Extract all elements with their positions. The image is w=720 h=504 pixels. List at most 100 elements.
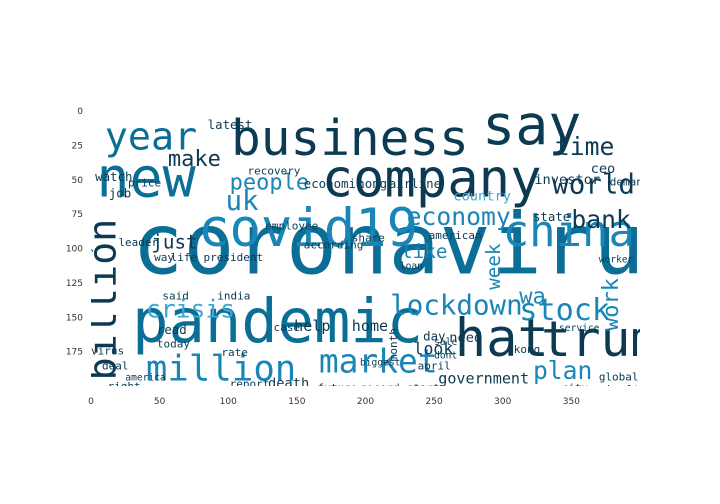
word-life: life — [171, 251, 198, 264]
y-tick-label: 75 — [72, 210, 83, 220]
word-virus: virus — [91, 344, 124, 357]
x-tick-label: 250 — [426, 397, 443, 407]
word-hong: hong — [357, 176, 387, 191]
word-sale: sale — [434, 337, 457, 348]
word-deal: deal — [102, 360, 129, 373]
word-leader: leader — [118, 236, 158, 249]
word-way: way — [154, 251, 174, 264]
word-investor: investor — [534, 172, 600, 188]
word-watch: watch — [95, 169, 132, 184]
word-work: work — [599, 278, 624, 331]
word-make: make — [168, 147, 221, 172]
word-president: president — [204, 251, 264, 264]
word-india: india — [217, 289, 250, 302]
word-latest: latest — [208, 117, 253, 132]
word-according: according — [304, 239, 364, 252]
word-help: help — [294, 317, 330, 335]
word-billion: billion — [81, 219, 126, 381]
y-tick-label: 50 — [72, 176, 84, 186]
x-axis-ticks: 0 50 100 150 200 250 300 350 — [88, 397, 580, 407]
word-say: say — [482, 93, 581, 157]
word-home: home — [352, 317, 388, 335]
word-service: service — [559, 323, 600, 334]
word-bank: bank — [571, 205, 631, 234]
x-tick-label: 200 — [357, 397, 374, 407]
word-uk: uk — [226, 185, 260, 217]
word-future: future — [317, 382, 357, 395]
word-report: report — [230, 377, 270, 390]
word-biggest: biggest — [360, 357, 400, 368]
word-american: american — [429, 229, 482, 242]
y-axis-ticks: 0 25 50 75 100 125 150 175 — [66, 107, 83, 358]
word-country: country — [453, 188, 511, 204]
word-covid19: covid19 — [198, 199, 418, 259]
word-today: today — [157, 338, 190, 351]
word-state: state — [533, 209, 570, 224]
word-china: china — [503, 206, 635, 257]
word-stock: stock — [519, 293, 610, 328]
word-right: right — [107, 380, 140, 393]
word-rate: rate — [221, 346, 248, 359]
word-april: april — [418, 360, 451, 373]
word-share: share — [352, 232, 385, 245]
word-america: america — [125, 373, 165, 384]
word-worker: worker — [599, 254, 634, 265]
x-tick-label: 350 — [563, 397, 580, 407]
word-start: start — [407, 382, 440, 395]
word-million: million — [146, 349, 296, 390]
y-tick-label: 150 — [66, 313, 83, 323]
word-day: day — [423, 329, 445, 344]
word-recovery: recovery — [247, 164, 300, 177]
y-tick-label: 0 — [77, 107, 83, 117]
word-dont: dont — [434, 351, 457, 362]
y-tick-label: 100 — [66, 245, 83, 255]
word-year: year — [105, 115, 197, 160]
word-time: time — [555, 132, 614, 161]
x-tick-label: 300 — [494, 397, 511, 407]
word-people: people — [230, 170, 309, 195]
word-record: record — [360, 382, 400, 395]
word-pandemic: pandemic — [132, 287, 423, 357]
word-price: price — [128, 177, 161, 190]
word-government: government — [438, 369, 529, 387]
word-global: global — [599, 371, 639, 384]
word-kong: kong — [514, 343, 541, 356]
word-airline: airline — [389, 176, 441, 191]
word-like: like — [401, 240, 447, 263]
word-wa: wa — [519, 285, 546, 310]
word-week: week — [482, 243, 505, 290]
x-tick-label: 50 — [154, 397, 166, 407]
y-tick-label: 175 — [66, 348, 83, 358]
word-lockdown: lockdown — [390, 290, 522, 322]
word-death: death — [268, 375, 309, 391]
word-economic: economic — [304, 176, 364, 191]
word-industry: industry — [81, 246, 94, 299]
word-business: business — [231, 109, 469, 167]
word-loan: loan — [400, 261, 423, 272]
word-demand: demand — [610, 175, 650, 188]
x-tick-label: 0 — [88, 397, 94, 407]
word-world: world — [552, 169, 635, 201]
word-health: health — [607, 383, 647, 396]
word-job: job — [109, 186, 131, 201]
word-plan: plan — [533, 356, 592, 385]
word-market: market — [319, 341, 438, 380]
word-city: city — [562, 382, 589, 395]
x-tick-label: 100 — [220, 397, 237, 407]
word-need: need — [449, 330, 482, 346]
word-new: new — [96, 145, 196, 209]
y-tick-label: 125 — [66, 279, 83, 289]
y-tick-label: 25 — [72, 141, 83, 151]
word-just: just — [151, 231, 197, 254]
word-month: month — [387, 328, 400, 361]
word-hat: hat — [455, 309, 549, 369]
word-company: company — [322, 149, 542, 209]
word-economy: economy — [407, 202, 511, 231]
word-look: look — [414, 339, 454, 358]
word-said: said — [162, 289, 189, 302]
word-ceo: ceo — [591, 161, 616, 177]
word-read: read — [157, 322, 187, 337]
word-case: case — [274, 321, 301, 334]
